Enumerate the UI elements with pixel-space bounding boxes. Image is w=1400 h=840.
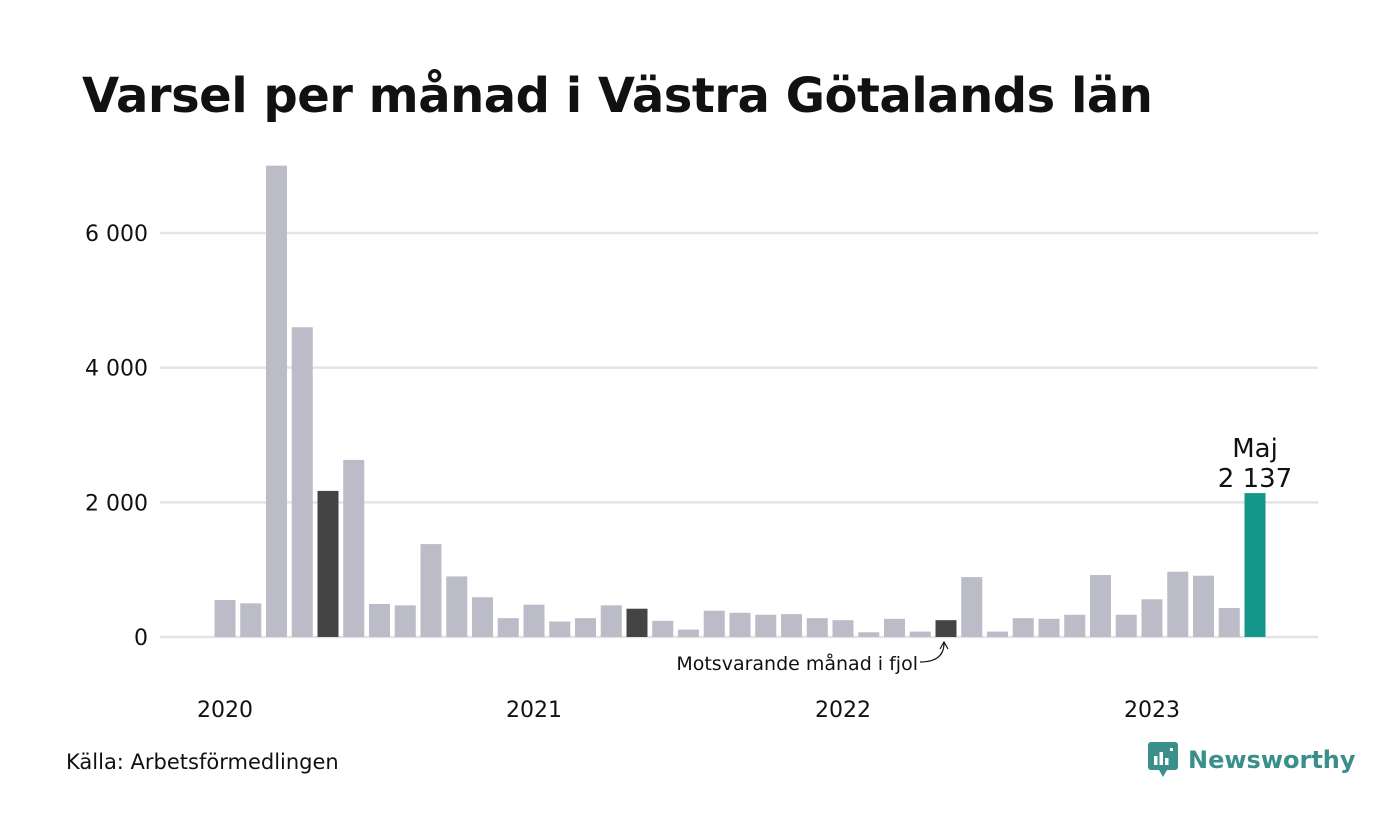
- bar-2020-05: [317, 490, 339, 637]
- bar-2022-05: [935, 620, 957, 637]
- bar-2020-08: [394, 605, 416, 637]
- bar-2021-03: [575, 618, 596, 637]
- x-tick-label: 2020: [197, 698, 253, 723]
- bar-2022-06: [961, 577, 983, 637]
- bar-2022-07: [987, 631, 1008, 637]
- bar-2022-11: [1090, 575, 1111, 637]
- bar-2021-02: [549, 621, 571, 637]
- bar-2022-10: [1064, 614, 1086, 637]
- bar-2023-02: [1167, 571, 1189, 637]
- chart-title: Varsel per månad i Västra Götalands län: [82, 68, 1153, 124]
- bar-2021-05: [626, 608, 648, 637]
- bar-2020-04: [291, 327, 313, 637]
- y-tick-label: 4 000: [85, 357, 148, 382]
- bar-2023-03: [1193, 575, 1214, 637]
- bar-2021-06: [652, 620, 674, 637]
- bar-2022-03: [884, 618, 905, 637]
- bar-2020-09: [420, 544, 442, 637]
- bar-2022-02: [858, 632, 880, 637]
- brand-logo: Newsworthy: [1148, 742, 1356, 778]
- newsworthy-logo-icon: [1148, 742, 1178, 777]
- x-tick-label: 2021: [506, 698, 562, 723]
- bar-2021-11: [781, 614, 802, 637]
- source-note: Källa: Arbetsförmedlingen: [66, 750, 339, 774]
- x-tick-label: 2023: [1124, 698, 1180, 723]
- y-axis-labels: 0 2 000 4 000 6 000: [85, 222, 148, 651]
- bar-2022-09: [1038, 618, 1060, 637]
- bar-2020-12: [497, 618, 519, 637]
- bar-2020-10: [446, 576, 468, 637]
- bar-2020-06: [343, 459, 365, 637]
- annotation: Motsvarande månad i fjol: [676, 640, 949, 675]
- bar-2021-08: [703, 610, 725, 637]
- callout-month: Maj: [1232, 434, 1278, 464]
- bar-2021-07: [678, 629, 699, 637]
- bar-2021-09: [729, 612, 751, 637]
- y-tick-label: 6 000: [85, 222, 148, 247]
- bars: [214, 165, 1266, 637]
- bar-2020-01: [214, 599, 236, 637]
- bar-2020-03: [266, 165, 287, 637]
- annotation-arrow: [919, 642, 945, 663]
- bar-2021-01: [523, 604, 545, 637]
- callout-value: 2 137: [1218, 464, 1292, 494]
- bar-2022-08: [1012, 618, 1034, 637]
- bar-2023-01: [1141, 599, 1163, 637]
- bar-2023-05: [1244, 493, 1266, 637]
- bar-2022-01: [832, 620, 854, 637]
- bar-2020-07: [369, 604, 390, 637]
- bar-2020-11: [472, 597, 493, 637]
- bar-2021-12: [806, 618, 828, 637]
- y-tick-label: 0: [134, 626, 148, 651]
- brand-name: Newsworthy: [1188, 746, 1356, 774]
- annotation-label: Motsvarande månad i fjol: [676, 652, 918, 675]
- bar-2020-02: [240, 603, 262, 637]
- x-tick-label: 2022: [815, 698, 871, 723]
- bar-2022-12: [1115, 614, 1137, 637]
- annotation-arrowhead: [939, 640, 949, 650]
- bar-2021-10: [755, 614, 777, 637]
- bar-2022-04: [909, 631, 931, 637]
- y-tick-label: 2 000: [85, 491, 148, 516]
- x-axis-labels: 2020 2021 2022 2023: [197, 698, 1180, 723]
- bar-2021-04: [600, 605, 622, 637]
- bar-2023-04: [1218, 608, 1240, 637]
